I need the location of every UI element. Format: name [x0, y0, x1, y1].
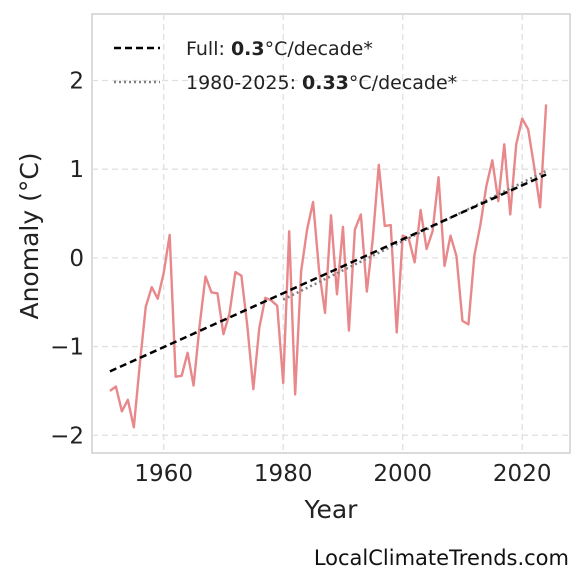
watermark: LocalClimateTrends.com — [313, 546, 569, 570]
x-tick-label: 1960 — [134, 461, 193, 487]
x-axis-ticks: 1960 1980 2000 2020 — [134, 461, 551, 487]
anomaly-series-line — [109, 104, 548, 429]
x-tick-label: 1980 — [254, 461, 313, 487]
trend-full-line — [109, 173, 547, 373]
y-axis-ticks: −2 −1 0 1 2 — [50, 69, 84, 450]
y-tick-label: −2 — [50, 423, 84, 449]
legend-full-label: Full: 0.3°C/decade* — [186, 38, 373, 60]
y-tick-label: 1 — [69, 157, 84, 183]
y-tick-label: 2 — [69, 69, 84, 95]
y-axis-title: Anomaly (°C) — [15, 152, 44, 319]
data-lines — [109, 104, 548, 429]
y-tick-label: −1 — [50, 335, 84, 361]
x-axis-title: Year — [304, 495, 359, 524]
y-tick-label: 0 — [69, 246, 84, 272]
trend-1980-2025-line — [282, 169, 547, 301]
legend: Full: 0.3°C/decade* 1980-2025: 0.33°C/de… — [114, 38, 457, 94]
x-tick-label: 2000 — [373, 461, 432, 487]
legend-1980-label: 1980-2025: 0.33°C/decade* — [186, 72, 457, 94]
x-tick-label: 2020 — [493, 461, 552, 487]
